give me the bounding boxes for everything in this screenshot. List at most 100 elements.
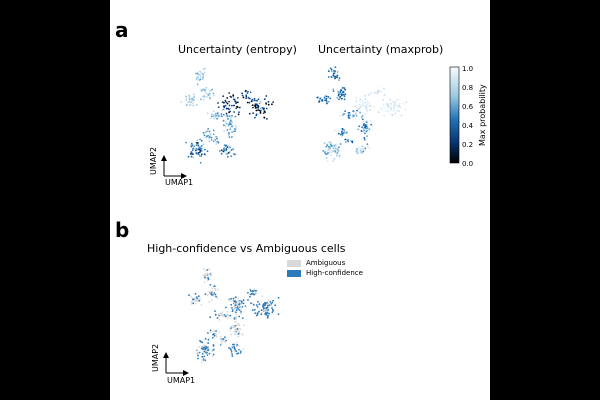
umap-point bbox=[227, 125, 229, 127]
umap-point bbox=[334, 129, 337, 132]
umap-point bbox=[208, 140, 211, 143]
umap-point bbox=[343, 133, 346, 135]
umap-point bbox=[368, 103, 370, 106]
umap-point bbox=[256, 312, 259, 314]
umap-point bbox=[236, 330, 239, 332]
umap-point bbox=[336, 76, 339, 79]
umap-point bbox=[389, 110, 391, 113]
umap-point bbox=[260, 313, 263, 316]
umap-point bbox=[340, 94, 343, 97]
umap-point bbox=[216, 136, 219, 138]
umap-point bbox=[340, 97, 343, 100]
umap-point bbox=[247, 96, 250, 99]
umap-point bbox=[328, 148, 330, 150]
umap-point bbox=[231, 131, 233, 134]
umap-point bbox=[192, 153, 194, 156]
umap-point bbox=[238, 309, 241, 311]
umap-point bbox=[203, 350, 206, 353]
umap-point bbox=[255, 109, 258, 112]
umap-point bbox=[336, 71, 339, 73]
umap-point bbox=[193, 93, 195, 96]
umap-point bbox=[257, 98, 260, 101]
umap-point bbox=[191, 149, 194, 152]
umap-point bbox=[340, 133, 342, 136]
umap-point bbox=[364, 124, 367, 126]
umap-point bbox=[250, 100, 253, 103]
umap-point bbox=[237, 297, 240, 300]
umap-point bbox=[201, 150, 204, 152]
umap-point bbox=[209, 134, 211, 137]
umap-point bbox=[239, 301, 242, 303]
umap-point bbox=[211, 113, 213, 116]
umap-point bbox=[202, 73, 204, 75]
colorbar bbox=[449, 66, 460, 164]
umap-point bbox=[268, 304, 271, 307]
umap-point bbox=[341, 134, 344, 136]
umap-point bbox=[246, 101, 249, 104]
umap-point bbox=[227, 107, 229, 110]
umap-point bbox=[392, 110, 395, 113]
umap-point bbox=[220, 341, 223, 344]
umap-point bbox=[377, 90, 379, 93]
umap-point bbox=[324, 153, 327, 155]
umap-point bbox=[207, 347, 210, 349]
panel-b-title: High-confidence vs Ambiguous cells bbox=[147, 242, 346, 255]
umap-point bbox=[195, 144, 198, 147]
umap-point bbox=[255, 107, 257, 109]
umap-point bbox=[200, 303, 203, 306]
umap-point bbox=[258, 310, 260, 313]
umap-point bbox=[214, 293, 217, 296]
umap-point bbox=[352, 105, 355, 108]
umap-point bbox=[205, 131, 207, 133]
umap-point bbox=[253, 288, 256, 291]
umap-point bbox=[329, 141, 332, 143]
umap-point bbox=[341, 132, 343, 135]
umap-point bbox=[188, 95, 191, 97]
umap-point bbox=[233, 333, 236, 336]
umap-point bbox=[248, 90, 251, 92]
umap-point bbox=[355, 112, 357, 114]
umap-point bbox=[202, 131, 205, 134]
umap-point bbox=[197, 298, 200, 300]
umap-point bbox=[264, 306, 266, 308]
umap-point bbox=[363, 147, 365, 150]
umap-point bbox=[339, 96, 341, 99]
umap-point bbox=[383, 94, 386, 96]
umap-point bbox=[229, 95, 232, 98]
umap-point bbox=[214, 116, 217, 119]
umap-point bbox=[204, 137, 207, 139]
umap-point bbox=[234, 124, 237, 127]
umap-point bbox=[368, 105, 371, 108]
umap-point bbox=[267, 103, 270, 106]
umap-point bbox=[259, 112, 262, 114]
umap-point bbox=[210, 272, 212, 274]
umap-point bbox=[361, 121, 364, 124]
umap-point bbox=[240, 305, 243, 308]
umap-point bbox=[241, 92, 244, 95]
umap-point bbox=[324, 151, 326, 154]
umap-point bbox=[266, 304, 269, 307]
umap-point bbox=[362, 150, 365, 153]
umap-point bbox=[252, 293, 255, 295]
umap-point bbox=[339, 114, 341, 117]
umap-point bbox=[256, 305, 259, 308]
umap-point bbox=[201, 358, 204, 361]
umap-maxprob-scatter bbox=[316, 66, 408, 163]
umap-point bbox=[197, 295, 200, 298]
umap-point bbox=[209, 96, 211, 99]
umap-point bbox=[251, 98, 254, 101]
umap-point bbox=[185, 99, 188, 101]
umap-point bbox=[218, 319, 221, 321]
umap-point bbox=[270, 304, 273, 307]
panel-a-letter: a bbox=[115, 18, 129, 42]
umap-point bbox=[403, 104, 406, 107]
umap-point bbox=[267, 299, 270, 302]
umap-point bbox=[398, 99, 400, 101]
umap-point bbox=[205, 92, 207, 94]
umap-point bbox=[391, 113, 393, 116]
umap-point bbox=[210, 274, 212, 277]
umap-point bbox=[245, 89, 247, 92]
umap-point bbox=[191, 301, 193, 304]
umap-point bbox=[359, 98, 362, 101]
umap-point bbox=[262, 108, 265, 111]
